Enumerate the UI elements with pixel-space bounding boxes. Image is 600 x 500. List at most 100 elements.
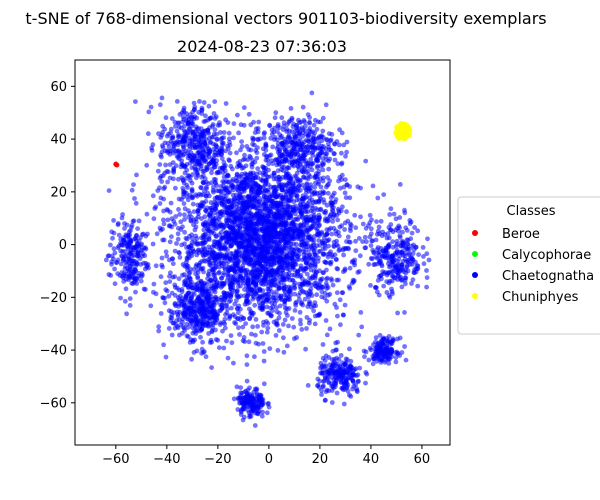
point [203,118,208,124]
point [299,211,305,217]
point [250,276,256,281]
point [211,160,217,166]
point [124,311,129,317]
point [226,264,232,270]
point [357,365,363,371]
point [148,303,154,309]
point [284,206,290,212]
point [367,212,373,218]
point [171,168,177,174]
point [325,252,331,257]
point [394,263,399,269]
point [309,203,315,209]
point [296,138,302,144]
point [263,261,269,267]
point [304,137,309,143]
point [179,175,185,181]
point [219,145,225,151]
point [399,284,405,290]
point [120,243,126,248]
point [389,339,394,344]
point [287,194,292,199]
point [246,339,252,345]
point [244,362,250,367]
point [113,260,119,265]
point [240,276,246,281]
point [196,207,201,213]
point [205,165,210,170]
point [260,228,266,234]
point [308,262,314,268]
point [294,193,300,199]
point [182,123,187,129]
point [194,175,199,181]
point [218,245,224,251]
point [282,317,288,323]
point [269,254,275,260]
point [298,301,304,307]
point [240,324,246,330]
point [221,261,226,267]
point [222,168,228,174]
point [323,102,329,108]
point [238,412,244,417]
point [259,295,264,300]
point [213,264,219,270]
point [270,144,276,150]
point [297,267,303,272]
point [194,193,200,199]
point [266,288,272,294]
point [212,196,218,201]
point [269,131,275,137]
point [144,211,150,217]
point [374,358,380,364]
point [328,200,334,205]
point [127,296,133,301]
point [215,169,221,175]
point [368,226,374,232]
point [120,275,126,281]
point [412,225,417,230]
point [415,228,421,234]
point [385,231,391,237]
point [298,286,304,291]
point [190,195,195,201]
point [211,260,216,266]
point [388,222,394,227]
point [271,170,277,176]
point [209,166,215,172]
point [304,241,310,246]
point [278,294,284,300]
point [311,213,317,219]
point [185,121,191,126]
point [223,101,229,106]
point [312,136,317,142]
point [239,314,244,320]
point [324,137,329,143]
point [260,300,266,306]
point [374,219,379,225]
point [343,195,349,201]
point [155,168,161,174]
point [339,161,344,167]
point [329,364,335,370]
point [271,268,277,274]
point [410,257,416,263]
point [285,186,291,191]
point [326,166,332,172]
point [186,126,192,131]
point [315,229,320,234]
point [224,220,230,226]
point [346,246,351,252]
point [191,350,197,355]
point [344,372,350,378]
point [334,390,340,396]
point [180,185,186,191]
point [276,286,282,291]
point [274,230,280,236]
point [138,278,144,284]
point [218,238,223,244]
point [166,169,171,175]
point [284,343,290,349]
point [352,260,357,266]
